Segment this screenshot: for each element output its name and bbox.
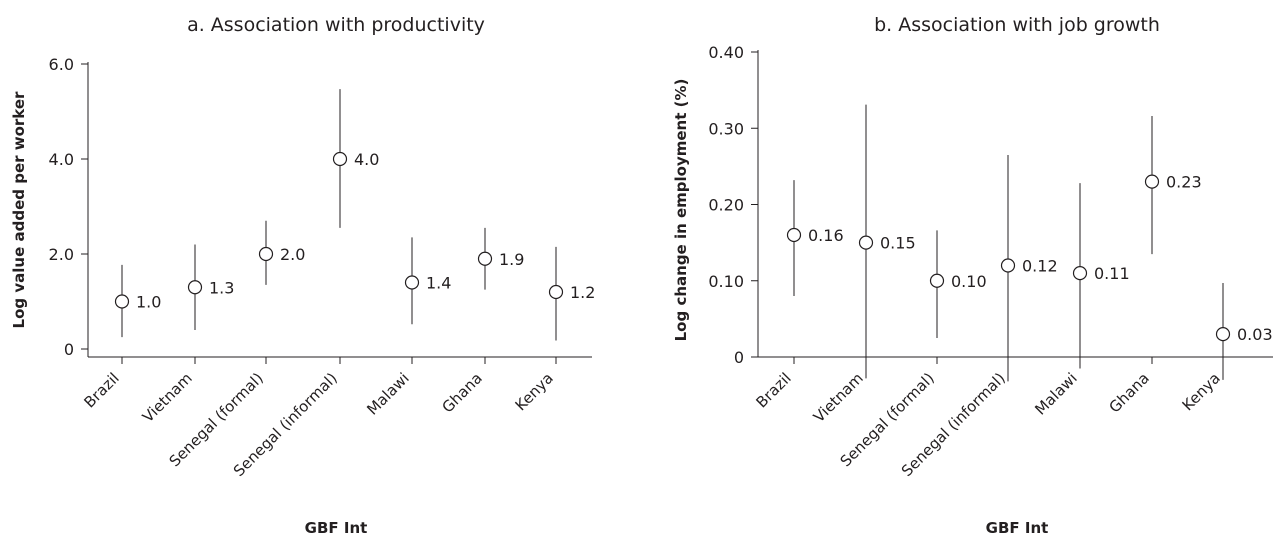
panel-b-data-point	[1144, 174, 1160, 189]
panel-a-data-point	[258, 246, 274, 262]
panel-b-data-point	[1000, 258, 1016, 273]
panel-a-data-label: 1.3	[209, 278, 234, 297]
panel-b-data-label: 0.12	[1022, 257, 1058, 276]
panel-b-data-point	[786, 227, 802, 243]
panel-productivity: a. Association with productivity Log val…	[10, 14, 595, 537]
panel-b-y-tick-label: 0.30	[708, 119, 744, 138]
panel-b-data-label: 0.16	[808, 226, 844, 245]
panel-a-data-point	[548, 284, 564, 300]
panel-b-y-tick-label: 0.40	[708, 43, 744, 62]
panel-b-title: b. Association with job growth	[874, 14, 1160, 36]
panel-b-x-tick-label: Kenya	[1179, 369, 1224, 414]
panel-a-y-tick-label: 6.0	[49, 55, 74, 74]
panel-b-data-label: 0.15	[880, 234, 916, 253]
panel-b-data-point	[1072, 266, 1088, 281]
panel-a-data-point	[187, 280, 203, 295]
panel-a-data-point	[477, 251, 493, 266]
panel-a-data-point	[332, 151, 348, 167]
panel-a-y-tick-label: 0	[64, 340, 74, 359]
panel-a-data-label: 1.0	[136, 293, 161, 312]
panel-b-data-point	[929, 273, 945, 288]
panel-a-x-tick-label: Malawi	[363, 369, 412, 418]
panel-a-x-tick-label: Ghana	[438, 369, 485, 416]
panel-a-data-label: 1.9	[499, 250, 524, 269]
panel-b-x-axis-title: GBF Int	[986, 519, 1049, 537]
panel-a-x-tick-label: Brazil	[81, 369, 123, 411]
panel-b-data-label: 0.03	[1237, 325, 1273, 344]
panel-job-growth: b. Association with job growth Log chang…	[672, 14, 1273, 537]
panel-a-x-tick-label: Kenya	[512, 369, 557, 414]
panel-a-data-label: 2.0	[280, 245, 305, 264]
panel-a-data-point	[404, 275, 420, 290]
panel-b-y-tick-label: 0.10	[708, 272, 744, 291]
panel-b-x-tick-label: Brazil	[753, 369, 795, 411]
panel-b-x-tick-label: Vietnam	[810, 369, 867, 426]
panel-b-y-tick-label: 0	[734, 348, 744, 367]
panel-a-data-label: 1.4	[426, 274, 451, 293]
panel-b-plot-area: 00.100.200.300.40Brazil0.16Vietnam0.15Se…	[708, 43, 1273, 480]
panel-b-data-point	[858, 235, 874, 250]
panel-b-x-tick-label: Malawi	[1031, 369, 1080, 418]
panel-b-y-axis-title: Log change in employment (%)	[672, 79, 690, 342]
panel-b-data-label: 0.23	[1166, 173, 1202, 192]
panel-b-x-tick-label: Ghana	[1105, 369, 1152, 416]
panel-a-title: a. Association with productivity	[187, 14, 485, 36]
panel-a-y-axis-title: Log value added per worker	[10, 91, 28, 329]
panel-b-data-label: 0.11	[1094, 264, 1130, 283]
panel-a-x-tick-label: Vietnam	[139, 369, 196, 426]
panel-b-data-point	[1215, 327, 1231, 342]
panel-a-x-axis-title: GBF Int	[305, 519, 368, 537]
panel-a-y-tick-label: 4.0	[49, 150, 74, 169]
panel-a-data-label: 1.2	[570, 283, 595, 302]
panel-a-data-label: 4.0	[354, 150, 379, 169]
panel-b-data-label: 0.10	[951, 272, 987, 291]
panel-a-y-tick-label: 2.0	[49, 245, 74, 264]
panel-a-data-point	[114, 294, 130, 309]
panel-b-y-tick-label: 0.20	[708, 196, 744, 215]
